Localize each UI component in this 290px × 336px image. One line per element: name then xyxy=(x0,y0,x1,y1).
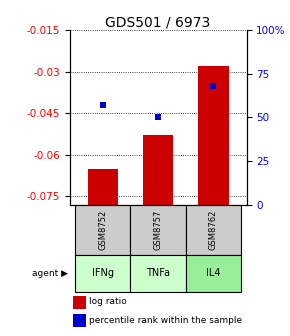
Text: log ratio: log ratio xyxy=(89,297,127,306)
Bar xyxy=(186,255,241,292)
Text: agent ▶: agent ▶ xyxy=(32,269,68,278)
Bar xyxy=(198,66,229,205)
Title: GDS501 / 6973: GDS501 / 6973 xyxy=(106,15,211,29)
Bar xyxy=(75,205,130,255)
Text: IL4: IL4 xyxy=(206,268,221,278)
Text: TNFa: TNFa xyxy=(146,268,170,278)
Text: GSM8757: GSM8757 xyxy=(153,209,163,250)
Bar xyxy=(75,255,130,292)
Bar xyxy=(186,205,241,255)
Bar xyxy=(130,255,186,292)
Text: IFNg: IFNg xyxy=(92,268,114,278)
Bar xyxy=(143,135,173,205)
Text: GSM8752: GSM8752 xyxy=(98,209,107,250)
Bar xyxy=(73,296,86,309)
Text: GSM8762: GSM8762 xyxy=(209,209,218,250)
Text: percentile rank within the sample: percentile rank within the sample xyxy=(89,316,242,325)
Bar xyxy=(73,314,86,327)
Bar xyxy=(130,205,186,255)
Bar xyxy=(88,169,118,205)
